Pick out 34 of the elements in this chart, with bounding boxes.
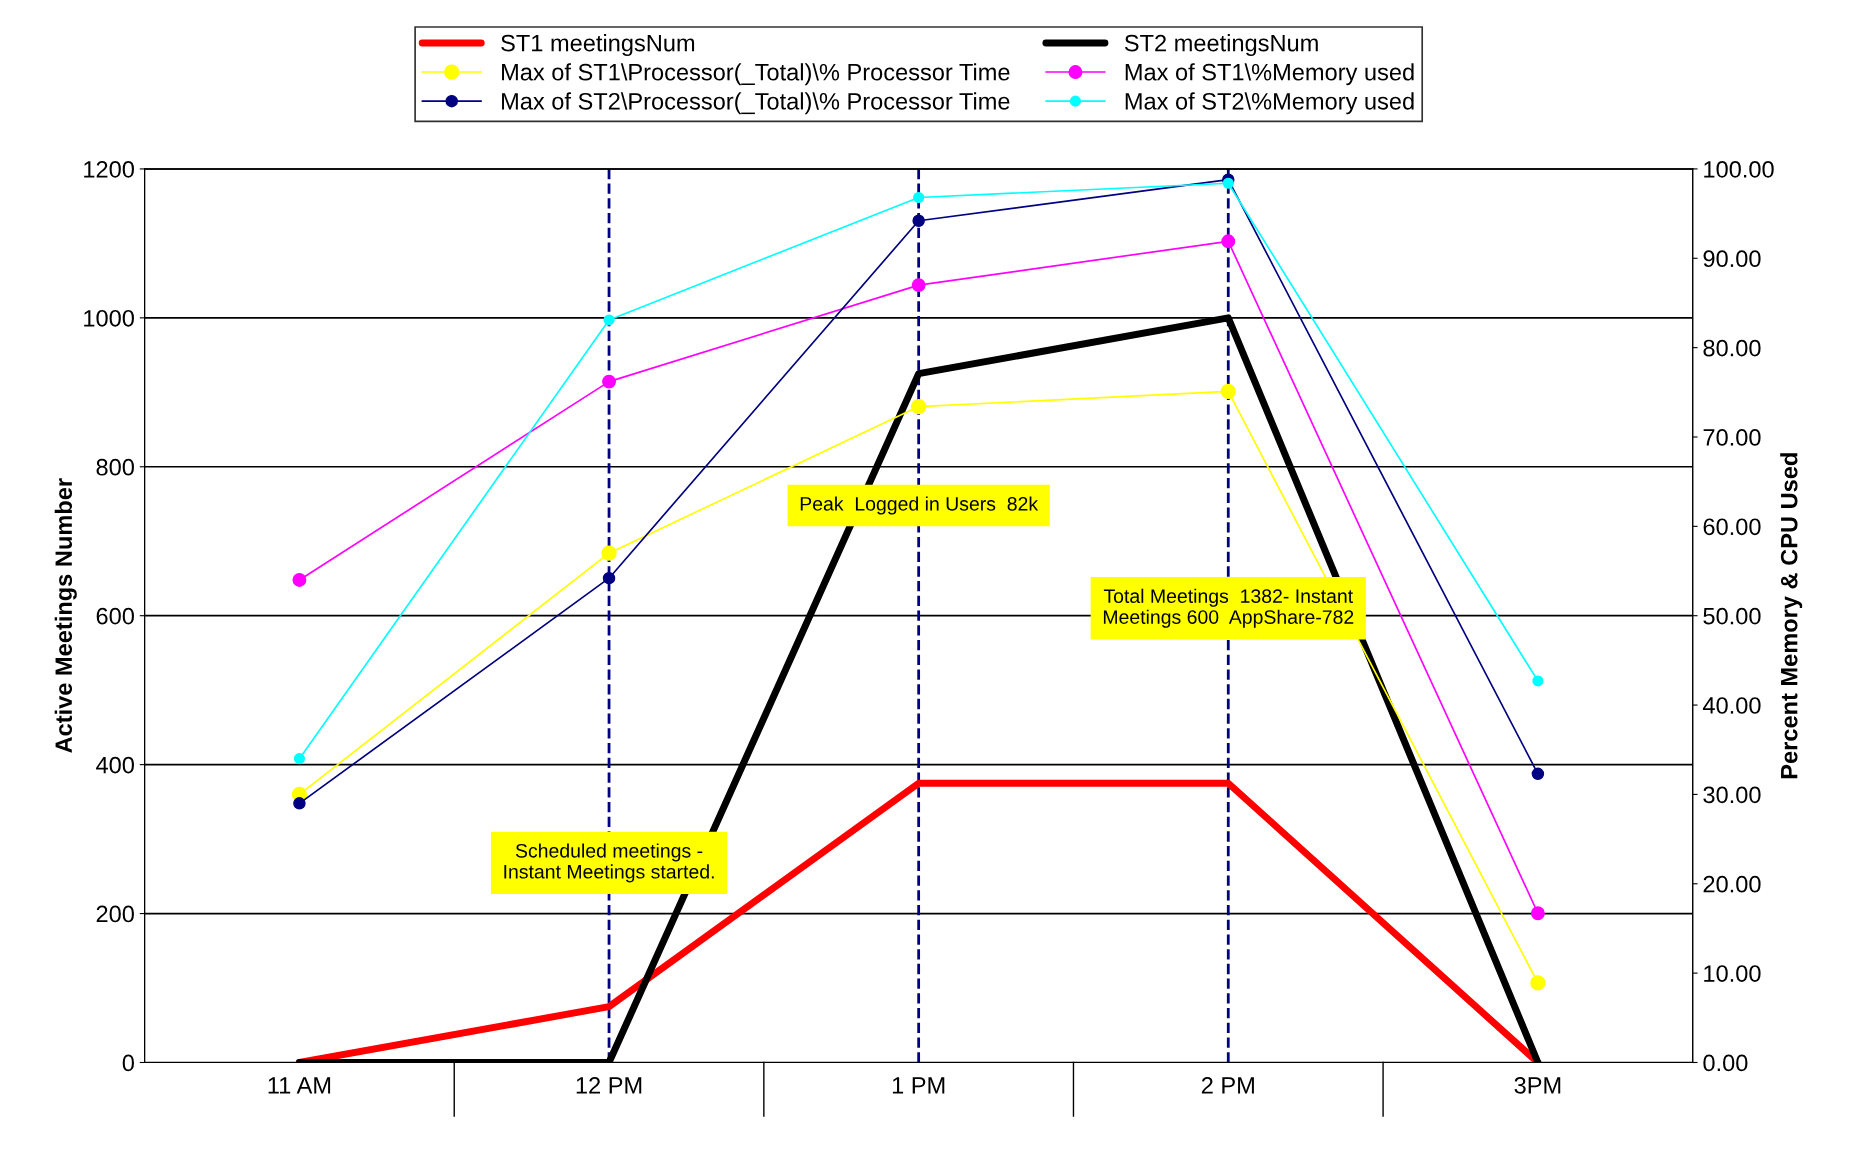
- y-tick-label: 1200: [84, 160, 134, 178]
- annotation: Peak Logged in Users 82k: [800, 496, 1039, 515]
- legend-label: Max of ST2\Processor(_Total)\% Processor Time: [502, 92, 1010, 115]
- y2-tick-label: 90.00: [1703, 250, 1761, 268]
- legend-label: Max of ST1\Processor(_Total)\% Processor Time: [502, 63, 1010, 86]
- y2-axis-title: Percent Memory & CPU Used: [1780, 453, 1803, 779]
- x-tick-label: 3PM: [1514, 1076, 1561, 1094]
- y2-tick-label: 100.00: [1704, 160, 1774, 178]
- y-tick-label: 600: [96, 607, 134, 625]
- x-tick-label: 11 AM: [268, 1077, 331, 1094]
- legend-label: Max of ST1\%Memory used: [1125, 63, 1414, 86]
- x-tick-label: 1 PM: [892, 1077, 945, 1094]
- annotation: Total Meetings 1382- Instant Meetings 600 AppShare-782: [1103, 588, 1354, 628]
- y-tick-label: 0: [122, 1054, 134, 1072]
- y2-tick-label: 20.00: [1703, 875, 1761, 893]
- y-tick-label: 200: [96, 905, 134, 923]
- y-tick-label: 1000: [84, 309, 134, 327]
- y2-tick-label: 50.00: [1703, 607, 1761, 625]
- y-axis-title: Active Meetings Number: [54, 478, 77, 753]
- y2-tick-label: 60.00: [1703, 518, 1761, 536]
- y2-tick-label: 70.00: [1703, 429, 1761, 446]
- y2-tick-label: 30.00: [1703, 786, 1761, 804]
- legend-label: ST1 meetingsNum: [501, 34, 695, 57]
- y2-tick-label: 40.00: [1702, 697, 1761, 714]
- y-tick-label: 800: [96, 458, 134, 476]
- y2-tick-label: 10.00: [1704, 965, 1761, 982]
- x-tick-label: 2 PM: [1201, 1076, 1254, 1094]
- y2-tick-label: 0.00: [1703, 1054, 1748, 1072]
- legend-label: Max of ST2\%Memory used: [1125, 92, 1414, 115]
- legend-label: ST2 meetingsNum: [1124, 34, 1318, 57]
- x-tick-label: 12 PM: [576, 1076, 642, 1094]
- annotation: Scheduled meetings - Instant Meetings started.: [504, 843, 714, 883]
- y2-tick-label: 80.00: [1703, 339, 1761, 357]
- y-tick-label: 400: [96, 756, 134, 774]
